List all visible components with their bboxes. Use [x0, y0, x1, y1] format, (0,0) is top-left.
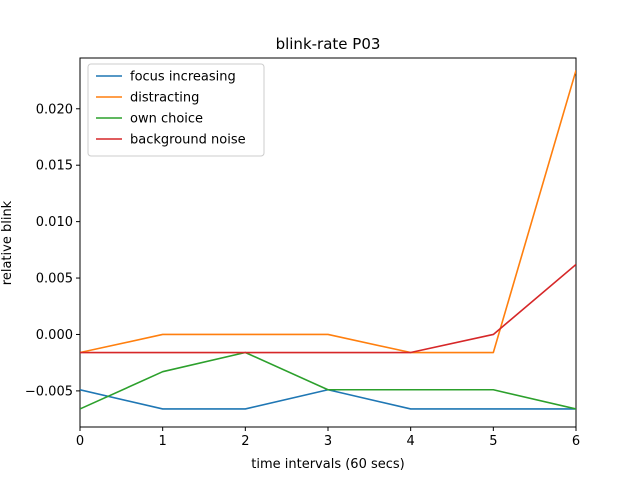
series-line-distracting	[80, 70, 576, 354]
y-tick-label: 0.000	[36, 328, 73, 343]
series-line-focus-increasing	[80, 388, 576, 410]
y-tick-label: 0.015	[36, 159, 73, 174]
series-line-background-noise	[80, 263, 576, 354]
x-tick-label: 0	[76, 434, 84, 449]
x-tick-label: 4	[407, 434, 415, 449]
y-tick-label: 0.010	[36, 215, 73, 230]
y-tick-label: 0.005	[36, 272, 73, 287]
x-tick-label: 5	[489, 434, 497, 449]
legend: focus increasing distracting own choice bac…	[87, 63, 265, 157]
x-tick-label: 1	[159, 434, 167, 449]
x-axis-ticks: 0 1 2 3 4 5 6	[76, 427, 580, 449]
y-tick-label: 0.020	[36, 102, 73, 117]
chart-title: blink-rate P03	[276, 35, 381, 53]
x-tick-label: 3	[324, 434, 332, 449]
y-axis-label: relative blink	[0, 200, 15, 285]
series-lines	[80, 70, 576, 410]
series-line-own-choice	[80, 351, 576, 410]
legend-label: background noise	[130, 133, 246, 148]
legend-label: distracting	[130, 91, 199, 106]
y-tick-label: −0.005	[25, 384, 73, 399]
legend-box	[87, 63, 265, 157]
x-tick-label: 2	[241, 434, 249, 449]
legend-label: own choice	[130, 112, 203, 127]
y-axis-ticks: −0.005 0.000 0.005 0.010 0.015 0.020	[25, 102, 80, 399]
x-axis-label: time intervals (60 secs)	[251, 457, 404, 472]
x-tick-label: 6	[572, 434, 580, 449]
legend-label: focus increasing	[130, 70, 236, 85]
